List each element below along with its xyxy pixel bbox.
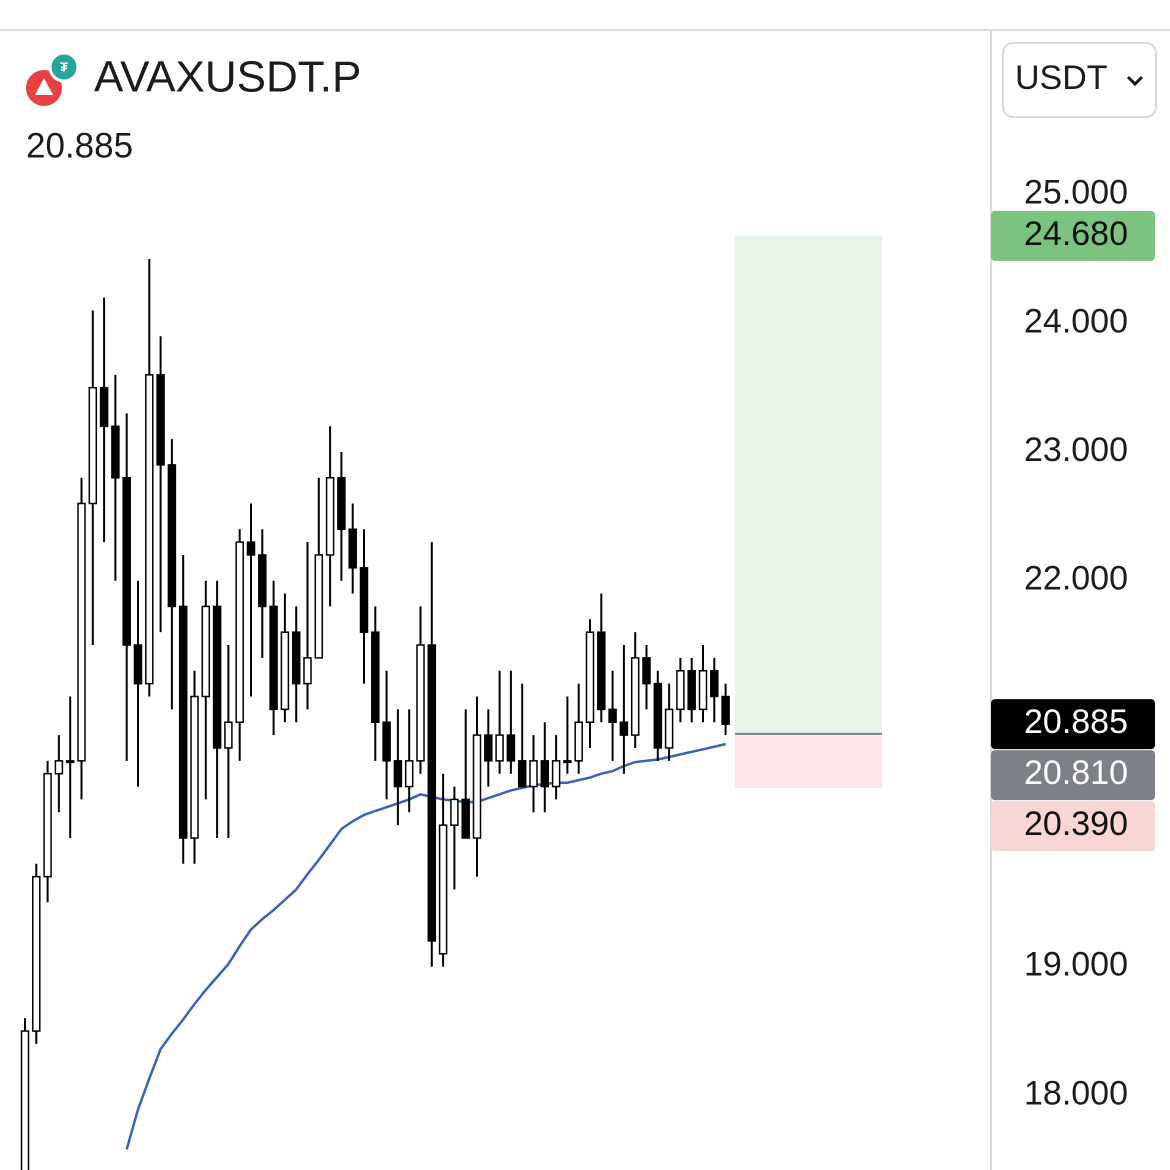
price-tag-label: 20.885	[1024, 703, 1128, 741]
candle-body	[540, 760, 550, 788]
candle-body	[517, 760, 527, 788]
candle-body	[156, 374, 165, 466]
price-tag-label: 20.390	[1024, 805, 1128, 843]
candle-body	[698, 670, 708, 711]
candle-body	[597, 631, 606, 711]
candle-body	[427, 644, 437, 942]
candle-body	[506, 734, 516, 762]
y-tick-label: 18.000	[1024, 1074, 1128, 1112]
price-tag	[991, 210, 1155, 261]
candle-body	[65, 760, 75, 764]
candle-body	[619, 721, 629, 736]
price-tag	[991, 801, 1155, 852]
candle-body	[664, 708, 674, 749]
candle-body	[687, 670, 696, 711]
loss-zone	[735, 733, 882, 788]
y-tick-label: 19.000	[1024, 946, 1128, 984]
y-tick-label: 22.000	[1024, 560, 1128, 598]
candle-body	[529, 760, 538, 788]
candle-body	[642, 657, 651, 685]
candle-body	[472, 734, 482, 839]
price-tag-label: 20.810	[1024, 754, 1128, 792]
candle-body	[563, 760, 572, 764]
dropdown-label[interactable]: USDT	[1015, 59, 1108, 97]
candle-body	[235, 541, 244, 723]
price-tag-label: 24.680	[1024, 215, 1128, 253]
candle-body	[348, 528, 357, 569]
candle-body	[337, 477, 346, 530]
plot: 25.000 24.000 23.000 22.000 19.000 18.000 24.6…	[20, 174, 1155, 1170]
candle-body	[393, 760, 403, 788]
candle-body	[258, 554, 267, 608]
candle-body	[99, 386, 109, 428]
candle-body	[450, 798, 459, 826]
candle-body	[551, 760, 561, 788]
candle-body	[359, 567, 369, 633]
candle-body	[608, 708, 617, 723]
candle-body	[371, 631, 380, 723]
candle-body	[133, 644, 143, 685]
candle-body	[32, 875, 41, 1032]
candle-body	[710, 670, 719, 698]
candle-body	[167, 464, 177, 608]
candle-body	[77, 502, 86, 762]
profit-zone	[735, 235, 882, 734]
y-tick-label: 25.000	[1024, 174, 1128, 212]
candle-body	[20, 1030, 30, 1170]
candle-body	[43, 772, 52, 878]
candle-body	[676, 670, 685, 711]
candle-body	[201, 605, 211, 698]
candle-body	[574, 721, 583, 762]
candle-body	[404, 760, 414, 788]
candle-body	[382, 721, 391, 762]
currency-dropdown[interactable]: USDT	[1002, 42, 1157, 118]
y-tick-label: 23.000	[1024, 431, 1128, 469]
chevron[interactable]	[1126, 75, 1144, 87]
candle-body	[145, 374, 154, 685]
y-tick-label: 24.000	[1024, 302, 1128, 340]
candle-body	[122, 477, 131, 646]
candle-body	[461, 798, 470, 839]
moving-average	[125, 742, 726, 1150]
candle-body	[54, 760, 64, 775]
symbol-icon: ₮	[26, 51, 80, 106]
candle-body	[303, 657, 312, 685]
candle-body	[190, 695, 199, 839]
candle-body	[416, 644, 425, 762]
candle-body	[246, 541, 256, 556]
candle-body	[111, 425, 120, 479]
symbol-title: AVAXUSDT.P	[94, 53, 361, 102]
candle-body	[88, 386, 98, 505]
candle-body	[314, 554, 324, 659]
candle-body	[325, 477, 335, 556]
candle-body	[630, 657, 640, 736]
candle-body	[280, 631, 290, 711]
dropdown-box[interactable]	[1002, 42, 1157, 118]
svg-text:₮: ₮	[60, 59, 68, 74]
candle-body	[224, 721, 233, 749]
candle-body	[438, 824, 448, 955]
candle-body	[653, 682, 663, 749]
candle-body	[721, 695, 730, 725]
candle-body	[484, 734, 493, 762]
last-price: 20.885	[26, 126, 133, 165]
candle-body	[495, 734, 504, 762]
candle-body	[585, 631, 595, 723]
candle-body	[178, 605, 188, 839]
candle-body	[212, 605, 222, 749]
candle-body	[291, 631, 301, 685]
price-tag	[991, 699, 1155, 750]
candle-body	[269, 605, 278, 711]
price-tag	[991, 750, 1155, 801]
